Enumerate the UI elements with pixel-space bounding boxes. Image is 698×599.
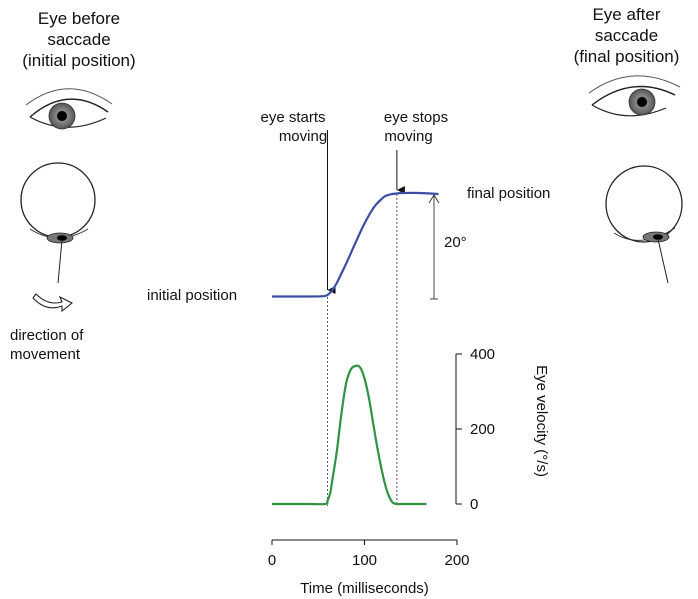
time-guides [327, 130, 440, 506]
after-title-line2: saccade [594, 26, 659, 45]
final-position-label: final position [467, 185, 551, 202]
after-saccade-title: Eye after saccade (final position) [555, 4, 698, 67]
eye-front-after-icon [588, 75, 681, 117]
position-plot [272, 191, 439, 298]
amplitude-label: 20° [444, 234, 467, 251]
after-title-line3: (final position) [573, 47, 680, 66]
eyeball-top-after-icon [605, 165, 683, 284]
chart-axes: 0 100 200 Time (milliseconds) 0 200 400 Eye vel… [268, 346, 550, 597]
initial-position-label: initial position [147, 287, 238, 304]
x-axis-title: Time (milliseconds) [300, 580, 429, 597]
y-tick-label-0: 0 [470, 496, 478, 513]
x-tick-label-1: 100 [352, 552, 377, 569]
starts-line2: moving [278, 128, 328, 145]
before-title-line1: Eye before [37, 9, 121, 28]
y-tick-label-2: 400 [470, 346, 495, 363]
y-axis-title: Eye velocity (°/s) [533, 365, 550, 477]
eyeball-top-before-icon [20, 162, 96, 284]
eye-starts-label: eye starts moving [248, 108, 338, 146]
eye-stops-label: eye stops moving [372, 108, 460, 146]
direction-line1: direction of [10, 327, 84, 344]
position-series-line [272, 191, 439, 298]
after-title-line1: Eye after [592, 5, 661, 24]
starts-line1: eye starts [260, 109, 326, 126]
eye-front-before-icon [25, 88, 113, 130]
y-tick-label-1: 200 [470, 421, 495, 438]
before-saccade-title: Eye before saccade (initial position) [0, 8, 158, 71]
velocity-plot [272, 364, 427, 506]
direction-label: direction of movement [10, 326, 83, 364]
velocity-series-line [272, 364, 427, 506]
direction-arrow-icon [32, 293, 74, 313]
stops-line1: eye stops [383, 109, 449, 126]
stops-line2: moving [384, 128, 433, 145]
before-title-line2: saccade [47, 30, 111, 49]
direction-line2: movement [10, 346, 81, 363]
x-tick-label-0: 0 [268, 552, 276, 569]
x-tick-label-2: 200 [444, 552, 469, 569]
amplitude-bracket-head [428, 194, 440, 204]
before-title-line3: (initial position) [22, 51, 136, 70]
